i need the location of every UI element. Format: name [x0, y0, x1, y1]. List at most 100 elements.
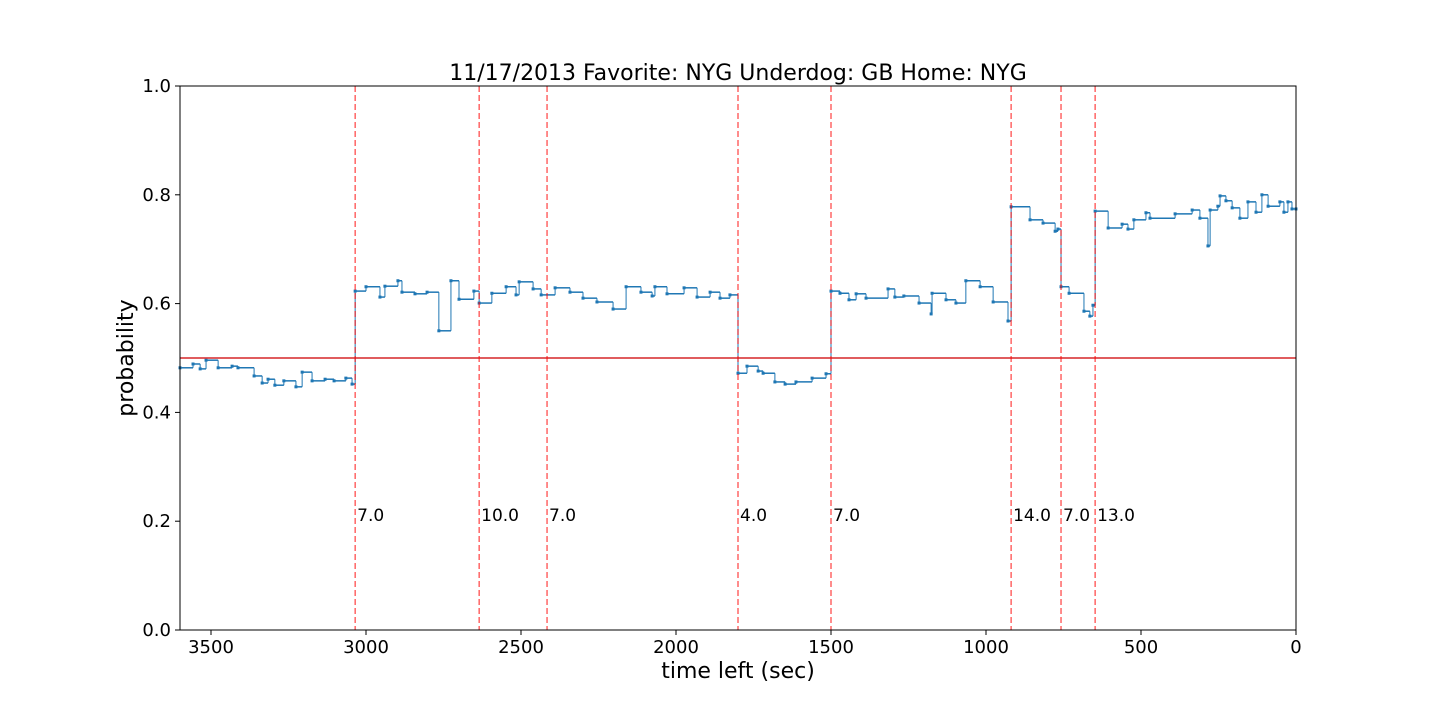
point — [1278, 200, 1282, 204]
point — [260, 381, 264, 385]
point — [745, 364, 749, 368]
y-tick-label: 0.8 — [142, 185, 171, 206]
point — [1082, 309, 1086, 313]
score-label: 7.0 — [549, 506, 576, 526]
point — [708, 290, 712, 294]
point — [400, 290, 404, 294]
point — [1091, 303, 1095, 307]
point — [1028, 218, 1032, 222]
point — [902, 294, 906, 298]
point — [893, 295, 897, 299]
point — [1053, 229, 1057, 233]
point — [1282, 210, 1286, 214]
point — [310, 379, 314, 383]
y-tick-label: 1.0 — [142, 76, 171, 97]
point — [266, 377, 270, 381]
point — [332, 379, 336, 383]
point — [824, 372, 828, 376]
point — [1132, 218, 1136, 222]
chart-title: 11/17/2013 Favorite: NYG Underdog: GB Ho… — [449, 61, 1027, 86]
x-tick-label: 0 — [1290, 637, 1301, 658]
point — [1286, 200, 1290, 204]
point — [300, 370, 304, 374]
point — [472, 289, 476, 293]
point — [624, 285, 628, 289]
score-label: 7.0 — [1063, 506, 1090, 526]
y-tick-label: 0.6 — [142, 294, 171, 315]
x-tick-label: 2500 — [498, 637, 544, 658]
y-tick-label: 0.0 — [142, 620, 171, 641]
point — [695, 295, 699, 299]
point — [1206, 244, 1210, 248]
score-label: 7.0 — [833, 506, 860, 526]
x-tick-label: 3000 — [343, 637, 389, 658]
point — [490, 291, 494, 295]
y-tick-label: 0.2 — [142, 511, 171, 532]
point — [425, 290, 429, 294]
point — [1106, 226, 1110, 230]
x-tick-label: 1000 — [963, 637, 1009, 658]
point — [829, 289, 833, 293]
point — [1218, 194, 1222, 198]
score-label: 7.0 — [357, 506, 384, 526]
point — [539, 293, 543, 297]
point — [944, 298, 948, 302]
score-label: 14.0 — [1013, 506, 1051, 526]
point — [204, 358, 208, 362]
point — [1148, 216, 1152, 220]
point — [665, 292, 669, 296]
point — [756, 369, 760, 373]
point — [595, 300, 599, 304]
point — [216, 366, 220, 370]
point — [191, 362, 195, 366]
point — [930, 291, 934, 295]
point — [1006, 319, 1010, 323]
point — [854, 292, 858, 296]
point — [1260, 193, 1264, 197]
point — [282, 379, 286, 383]
point — [954, 301, 958, 305]
point — [783, 382, 787, 386]
score-label: 4.0 — [740, 506, 767, 526]
point — [810, 376, 814, 380]
x-tick-label: 1500 — [808, 637, 854, 658]
point — [437, 329, 441, 333]
point — [929, 312, 933, 316]
point — [864, 296, 868, 300]
point — [653, 285, 657, 289]
point — [1198, 216, 1202, 220]
point — [1290, 207, 1294, 211]
point — [639, 290, 643, 294]
point — [773, 380, 777, 384]
point — [449, 279, 453, 283]
point — [650, 294, 654, 298]
point — [847, 298, 851, 302]
point — [230, 364, 234, 368]
point — [978, 285, 982, 289]
point — [761, 371, 765, 375]
point — [794, 380, 798, 384]
point — [728, 293, 732, 297]
point — [1126, 227, 1130, 231]
point — [1041, 221, 1045, 225]
point — [353, 289, 357, 293]
point — [531, 287, 535, 291]
point — [198, 367, 202, 371]
x-tick-label: 3500 — [188, 637, 234, 658]
y-axis-label: probability — [114, 299, 139, 416]
point — [457, 297, 461, 301]
point — [682, 286, 686, 290]
x-tick-label: 2000 — [653, 637, 699, 658]
point — [517, 280, 521, 284]
point — [964, 279, 968, 283]
point — [1088, 314, 1092, 318]
point — [718, 296, 722, 300]
point — [383, 284, 387, 288]
point — [1120, 222, 1124, 226]
point — [1224, 199, 1228, 203]
point — [350, 382, 354, 386]
point — [736, 371, 740, 375]
y-tick-label: 0.4 — [142, 402, 171, 423]
point — [514, 293, 518, 297]
